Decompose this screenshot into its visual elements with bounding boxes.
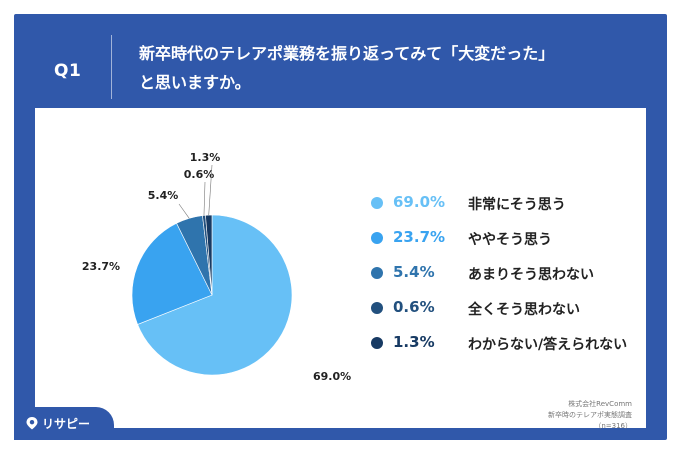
- legend-value-dont-know: 1.3%: [393, 333, 435, 351]
- chart-panel: 69.0% 23.7% 5.4% 0.6% 1.3% 69.0% 非常にそう思う 23.…: [35, 108, 646, 430]
- legend-value-not-really: 5.4%: [393, 263, 435, 281]
- legend-label-not-at-all: 全くそう思わない: [468, 302, 580, 318]
- legend-swatch-not-really: [371, 267, 383, 279]
- brand-logo-text: リサピー: [42, 417, 91, 431]
- legend-label-very-much: 非常にそう思う: [468, 197, 566, 213]
- data-label-very-much: 69.0%: [313, 370, 351, 383]
- data-label-somewhat: 23.7%: [82, 260, 120, 273]
- source-survey: 新卒時のテレアポ実態調査: [548, 411, 632, 419]
- legend-item-dont-know: 1.3% わからない/答えられない: [371, 332, 671, 354]
- source-company: 株式会社RevComm: [568, 400, 632, 408]
- legend-value-very-much: 69.0%: [393, 193, 446, 211]
- pie-chart: 69.0% 23.7% 5.4% 0.6% 1.3%: [82, 151, 351, 383]
- data-label-not-at-all: 0.6%: [184, 168, 215, 181]
- legend-item-not-really: 5.4% あまりそう思わない: [371, 262, 671, 284]
- legend-swatch-not-at-all: [371, 302, 383, 314]
- question-title-line1: 新卒時代のテレアポ業務を振り返ってみて「大変だった」: [139, 44, 555, 63]
- pie-slice-very-much: [137, 214, 293, 376]
- leader-line-not-really: [178, 203, 190, 219]
- legend-label-not-really: あまりそう思わない: [468, 267, 594, 283]
- location-pin-icon: [26, 417, 38, 430]
- question-number: Q1: [54, 61, 82, 81]
- leader-line-not-at-all: [203, 181, 206, 216]
- legend-value-not-at-all: 0.6%: [393, 298, 435, 316]
- chart-frame: Q1 新卒時代のテレアポ業務を振り返ってみて「大変だった」 と思いますか。 69…: [14, 14, 667, 440]
- question-title: 新卒時代のテレアポ業務を振り返ってみて「大変だった」 と思いますか。: [139, 39, 649, 97]
- brand-logo: リサピー: [14, 407, 114, 440]
- legend-swatch-somewhat: [371, 232, 383, 244]
- legend-label-dont-know: わからない/答えられない: [468, 337, 628, 353]
- legend-item-very-much: 69.0% 非常にそう思う: [371, 192, 671, 214]
- legend-swatch-very-much: [371, 197, 383, 209]
- pie-slice-somewhat: [131, 222, 213, 325]
- leader-line-dont-know: [208, 164, 213, 216]
- legend-swatch-dont-know: [371, 337, 383, 349]
- question-title-line2: と思いますか。: [139, 73, 251, 92]
- header-divider: [111, 35, 112, 99]
- legend-label-somewhat: ややそう思う: [468, 232, 552, 248]
- legend-item-not-at-all: 0.6% 全くそう思わない: [371, 297, 671, 319]
- legend-item-somewhat: 23.7% ややそう思う: [371, 227, 671, 249]
- legend-value-somewhat: 23.7%: [393, 228, 446, 246]
- source-sample-size: （n=316）: [594, 422, 632, 430]
- data-label-dont-know: 1.3%: [190, 151, 221, 164]
- data-label-not-really: 5.4%: [148, 189, 179, 202]
